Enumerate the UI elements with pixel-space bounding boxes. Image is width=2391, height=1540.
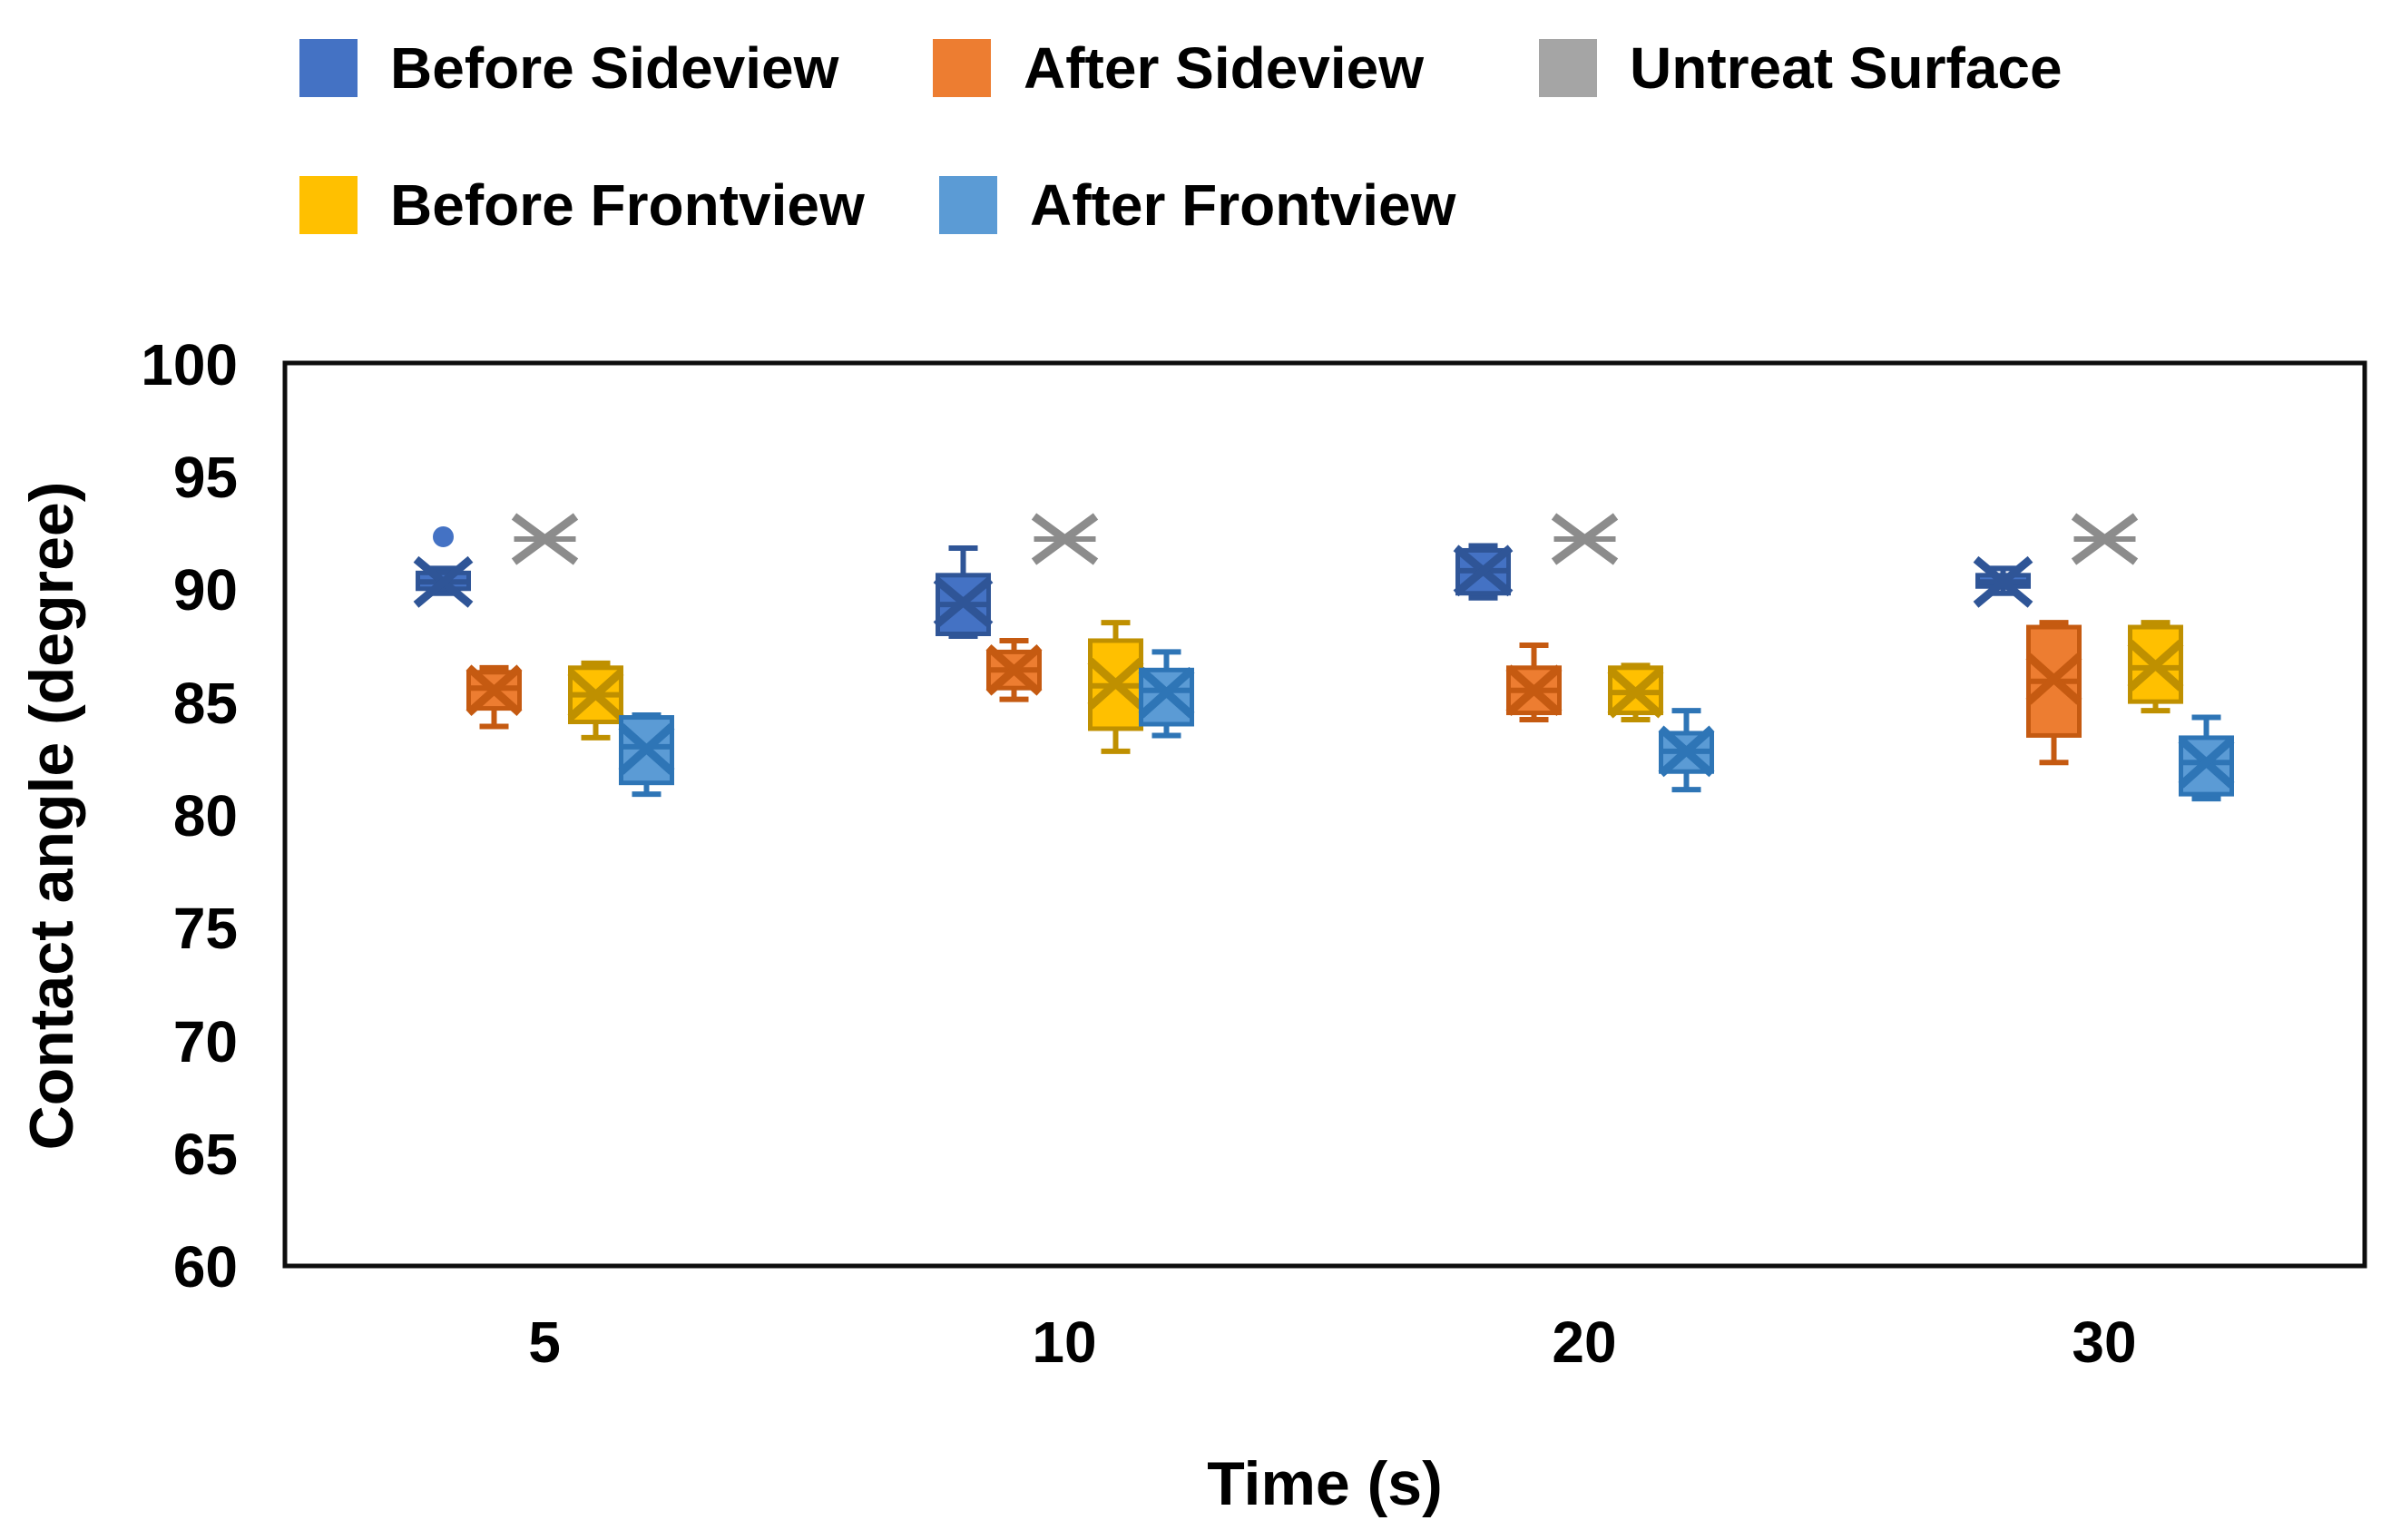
legend-label: Before Sideview bbox=[390, 35, 839, 101]
legend-label: Before Frontview bbox=[390, 172, 865, 238]
legend-item-after-sideview: After Sideview bbox=[933, 35, 1425, 101]
x-tick-20: 20 bbox=[1552, 1309, 1617, 1375]
mean-x-marker bbox=[1031, 513, 1099, 565]
mean-x-marker bbox=[1505, 664, 1563, 717]
mean-x-marker bbox=[1087, 657, 1144, 710]
mean-x-marker bbox=[1973, 555, 2033, 608]
legend-swatch-untreat-surface bbox=[1539, 39, 1597, 97]
mean-x-marker bbox=[1607, 666, 1664, 719]
y-tick-80: 80 bbox=[172, 783, 238, 848]
y-tick-90: 90 bbox=[172, 557, 238, 623]
mean-x-marker bbox=[2178, 736, 2235, 789]
legend-swatch-before-frontview bbox=[299, 176, 358, 234]
y-tick-85: 85 bbox=[172, 671, 238, 736]
y-tick-60: 60 bbox=[172, 1234, 238, 1300]
legend-swatch-after-frontview bbox=[939, 176, 997, 234]
outlier-point bbox=[433, 526, 454, 548]
mean-x-marker bbox=[511, 513, 579, 565]
mean-x-marker bbox=[1658, 725, 1715, 778]
mean-x-marker bbox=[465, 664, 523, 717]
y-tick-100: 100 bbox=[141, 332, 238, 397]
y-tick-95: 95 bbox=[172, 445, 238, 510]
y-tick-65: 65 bbox=[172, 1122, 238, 1187]
mean-x-marker bbox=[985, 643, 1043, 696]
legend-item-after-frontview: After Frontview bbox=[939, 172, 1456, 238]
mean-x-marker bbox=[1453, 544, 1514, 597]
y-tick-70: 70 bbox=[172, 1009, 238, 1074]
legend-swatch-after-sideview bbox=[933, 39, 991, 97]
legend-item-before-frontview: Before Frontview bbox=[299, 172, 865, 238]
x-tick-30: 30 bbox=[2072, 1309, 2137, 1375]
legend-label: Untreat Surface bbox=[1630, 35, 2063, 101]
mean-x-marker bbox=[567, 669, 624, 721]
box-glyphs-layer bbox=[413, 513, 2235, 802]
mean-x-marker bbox=[618, 723, 675, 775]
plot-border bbox=[282, 360, 2367, 1269]
mean-x-marker bbox=[1138, 666, 1195, 719]
legend-label: After Frontview bbox=[1030, 172, 1456, 238]
legend-item-before-sideview: Before Sideview bbox=[299, 35, 839, 101]
x-tick-10: 10 bbox=[1032, 1309, 1097, 1375]
mean-x-marker bbox=[2127, 639, 2184, 692]
mean-x-marker bbox=[1551, 513, 1619, 565]
legend-label: After Sideview bbox=[1024, 35, 1425, 101]
x-axis-title: Time (s) bbox=[1207, 1449, 1443, 1518]
mean-x-marker bbox=[2071, 513, 2139, 565]
mean-x-marker bbox=[2025, 652, 2082, 705]
legend-item-untreat-surface: Untreat Surface bbox=[1539, 35, 2063, 101]
mean-x-marker bbox=[933, 576, 994, 629]
x-tick-5: 5 bbox=[528, 1309, 561, 1375]
legend-swatch-before-sideview bbox=[299, 39, 358, 97]
y-tick-75: 75 bbox=[172, 896, 238, 961]
mean-x-marker bbox=[413, 555, 474, 608]
